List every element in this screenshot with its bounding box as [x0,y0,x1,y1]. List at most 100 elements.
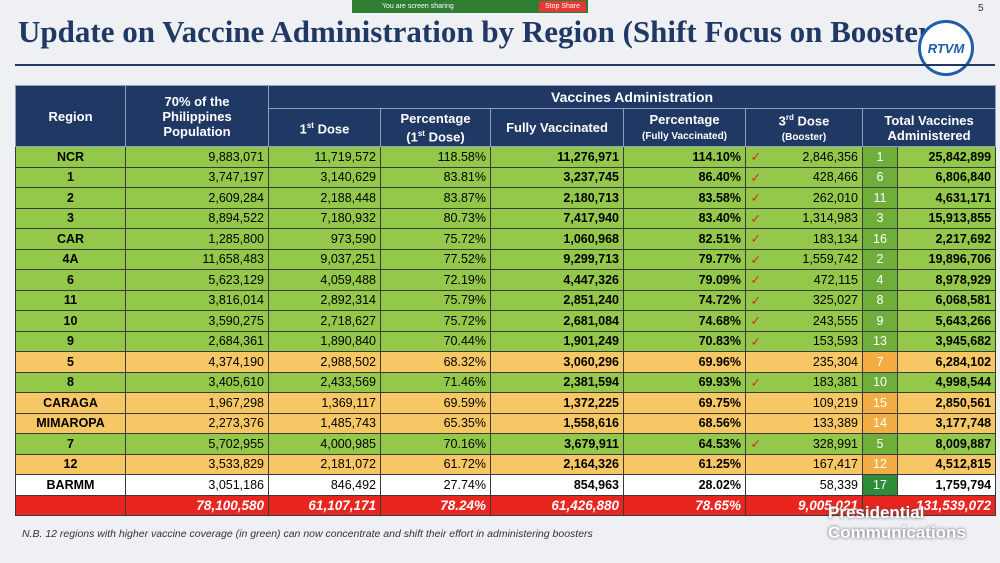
population-cell: 2,273,376 [125,412,269,434]
share-bar: You are screen sharing Stop Share [352,0,588,13]
population-cell: 5,623,129 [125,269,269,291]
dose1-cell: 9,037,251 [268,248,381,270]
pct-fully-cell: 83.40% [623,207,746,229]
pct1-cell: 80.73% [380,207,491,229]
booster-cell: 183,381 [765,371,863,393]
dose1-cell: 4,000,985 [268,433,381,455]
dose1-cell: 2,188,448 [268,187,381,209]
population-cell: 8,894,522 [125,207,269,229]
booster-cell: 58,339 [765,474,863,496]
booster-cell: 328,991 [765,433,863,455]
table-row: 3 8,894,522 7,180,932 80.73% 7,417,940 83.40%… [15,207,997,229]
fully-cell: 1,060,968 [490,228,624,250]
booster-cell: 472,115 [765,269,863,291]
rank-cell: 13 [862,330,898,352]
population-cell: 1,967,298 [125,392,269,414]
pct-fully-cell: 83.58% [623,187,746,209]
table-row: 8 3,405,610 2,433,569 71.46% 2,381,594 69.93%… [15,371,997,393]
fully-cell: 2,180,713 [490,187,624,209]
check-cell: ✓ [745,289,766,311]
population-cell: 4,374,190 [125,351,269,373]
pct-fully-cell: 74.68% [623,310,746,332]
total-cell: 4,631,171 [896,187,997,209]
stop-share-button[interactable]: Stop Share [538,1,586,12]
dose1-cell: 2,433,569 [268,371,381,393]
dose1-cell: 846,492 [268,474,381,496]
text: Dose [793,113,830,129]
rank-cell: 1 [862,146,898,168]
population-cell: 3,747,197 [125,166,269,188]
table-row: CAR 1,285,800 973,590 75.72% 1,060,968 82.51%… [15,228,997,250]
booster-cell: 1,314,983 [765,207,863,229]
pct-fully-cell: 74.72% [623,289,746,311]
check-cell: ✓ [745,228,766,250]
text: (Booster) [781,132,827,144]
pct1-cell: 118.58% [380,146,491,168]
population-cell: 3,816,014 [125,289,269,311]
table-row: 6 5,623,129 4,059,488 72.19% 4,447,326 79.09%… [15,269,997,291]
table-row: 12 3,533,829 2,181,072 61.72% 2,164,326 61.25… [15,453,997,475]
pct1-cell: 75.72% [380,310,491,332]
fully-cell: 2,681,084 [490,310,624,332]
pct-fully-cell: 64.53% [623,433,746,455]
dose1-cell: 1,485,743 [268,412,381,434]
share-status: You are screen sharing [382,3,454,10]
rank-cell: 15 [862,392,898,414]
table-body: NCR 9,883,071 11,719,572 118.58% 11,276,971 1… [15,146,997,516]
pct-fully-cell: 28.02% [623,474,746,496]
pct1-cell: 70.16% [380,433,491,455]
booster-cell: 325,027 [765,289,863,311]
fully-cell: 3,679,911 [490,433,624,455]
region-cell: 1 [15,166,126,188]
fully-cell: 2,851,240 [490,289,624,311]
text: Percentage [649,111,720,127]
text: Percentage [400,110,471,126]
text: st [417,128,425,138]
total-cell: 61,426,880 [490,494,624,516]
header-group: Vaccines Administration [267,85,997,109]
rank-cell: 17 [862,474,898,496]
dose1-cell: 7,180,932 [268,207,381,229]
total-cell: 19,896,706 [896,248,997,270]
footnote: N.B. 12 regions with higher vaccine cove… [22,528,593,540]
header-dose1: 1st Dose [268,108,381,147]
check-cell: ✓ [745,269,766,291]
dose1-cell: 3,140,629 [268,166,381,188]
text: (1 [406,129,418,145]
rank-cell: 7 [862,351,898,373]
dose1-cell: 1,890,840 [268,330,381,352]
dose1-cell: 4,059,488 [268,269,381,291]
booster-cell: 109,219 [765,392,863,414]
total-label-cell [15,494,126,516]
fully-cell: 4,447,326 [490,269,624,291]
rank-cell: 5 [862,433,898,455]
population-cell: 3,405,610 [125,371,269,393]
rank-cell: 3 [862,207,898,229]
vaccine-table: Region 70% of the Philippines Population… [15,85,997,516]
pct-fully-cell: 79.09% [623,269,746,291]
pct1-cell: 77.52% [380,248,491,270]
region-cell: CAR [15,228,126,250]
fully-cell: 3,060,296 [490,351,624,373]
pct1-cell: 83.87% [380,187,491,209]
fully-cell: 9,299,713 [490,248,624,270]
total-cell: 131,539,072 [861,494,997,516]
title-rule [15,64,995,66]
pct1-cell: 65.35% [380,412,491,434]
pct-fully-cell: 82.51% [623,228,746,250]
pct1-cell: 72.19% [380,269,491,291]
dose1-cell: 973,590 [268,228,381,250]
text: rd [785,112,794,122]
total-cell: 25,842,899 [896,146,997,168]
population-cell: 9,883,071 [125,146,269,168]
rank-cell: 9 [862,310,898,332]
check-cell: ✓ [745,433,766,455]
dose1-cell: 11,719,572 [268,146,381,168]
total-cell: 61,107,171 [268,494,381,516]
population-cell: 5,702,955 [125,433,269,455]
pct-fully-cell: 114.10% [623,146,746,168]
booster-cell: 153,593 [765,330,863,352]
header-booster: 3rd Dose (Booster) [745,108,863,147]
slide-number: 5 [978,3,984,14]
